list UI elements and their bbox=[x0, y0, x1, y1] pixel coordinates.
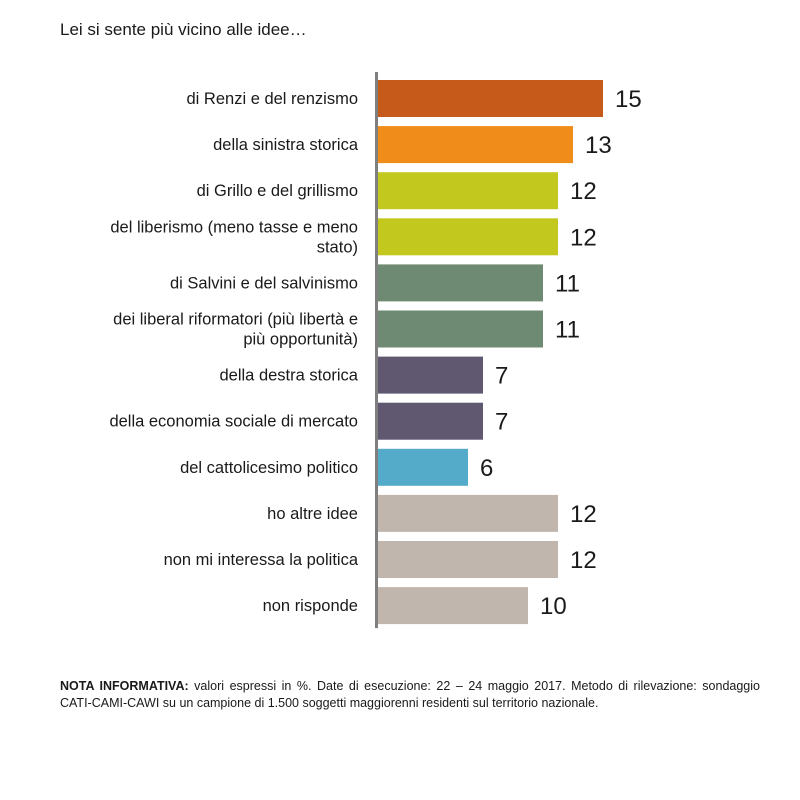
bar-chart: 15 di Renzi e del renzismo 13 della sinistr… bbox=[109, 72, 642, 629]
category-label-9: del cattolicesimo politico bbox=[180, 459, 358, 477]
footnote-label: NOTA INFORMATIVA: bbox=[60, 679, 189, 693]
bar-1 bbox=[378, 80, 603, 117]
value-label-10: 12 bbox=[570, 501, 597, 528]
category-label-6: dei liberal riformatori (più libertà e pi… bbox=[113, 311, 358, 349]
value-label-7: 7 bbox=[495, 363, 508, 390]
value-label-12: 10 bbox=[540, 593, 567, 620]
bar-7 bbox=[378, 356, 483, 394]
category-label-7: della destra storica bbox=[220, 367, 359, 385]
bar-4 bbox=[378, 218, 558, 256]
value-label-11: 12 bbox=[570, 547, 597, 574]
footnote-text: valori espressi in %. Date di esecuzione… bbox=[60, 679, 760, 710]
category-label-1: di Renzi e del renzismo bbox=[187, 90, 359, 108]
bar-6 bbox=[378, 310, 543, 348]
value-label-5: 11 bbox=[555, 270, 580, 297]
bar-3 bbox=[378, 172, 558, 210]
bar-8 bbox=[378, 402, 483, 440]
category-label-3: di Grillo e del grillismo bbox=[197, 182, 358, 200]
bar-5 bbox=[378, 264, 543, 302]
footnote: NOTA INFORMATIVA: valori espressi in %. … bbox=[60, 678, 760, 712]
bar-10 bbox=[378, 494, 558, 532]
category-label-2: della sinistra storica bbox=[213, 136, 359, 154]
bar-12 bbox=[378, 587, 528, 625]
value-label-6: 11 bbox=[555, 317, 580, 344]
chart-title: Lei si sente più vicino alle idee… bbox=[60, 20, 307, 39]
value-label-9: 6 bbox=[480, 455, 493, 482]
bar-9 bbox=[378, 448, 468, 486]
category-label-10: ho altre idee bbox=[267, 505, 358, 523]
value-label-1: 15 bbox=[615, 86, 642, 113]
category-label-11: non mi interessa la politica bbox=[164, 551, 359, 569]
category-label-12: non risponde bbox=[263, 597, 358, 615]
value-label-2: 13 bbox=[585, 132, 612, 159]
category-label-5: di Salvini e del salvinismo bbox=[170, 274, 358, 292]
value-label-8: 7 bbox=[495, 409, 508, 436]
category-label-4: del liberismo (meno tasse e meno stato) bbox=[110, 218, 358, 256]
bar-2 bbox=[378, 126, 573, 164]
bar-11 bbox=[378, 541, 558, 578]
value-label-4: 12 bbox=[570, 224, 597, 251]
category-label-8: della economia sociale di mercato bbox=[109, 413, 358, 431]
value-label-3: 12 bbox=[570, 178, 597, 205]
